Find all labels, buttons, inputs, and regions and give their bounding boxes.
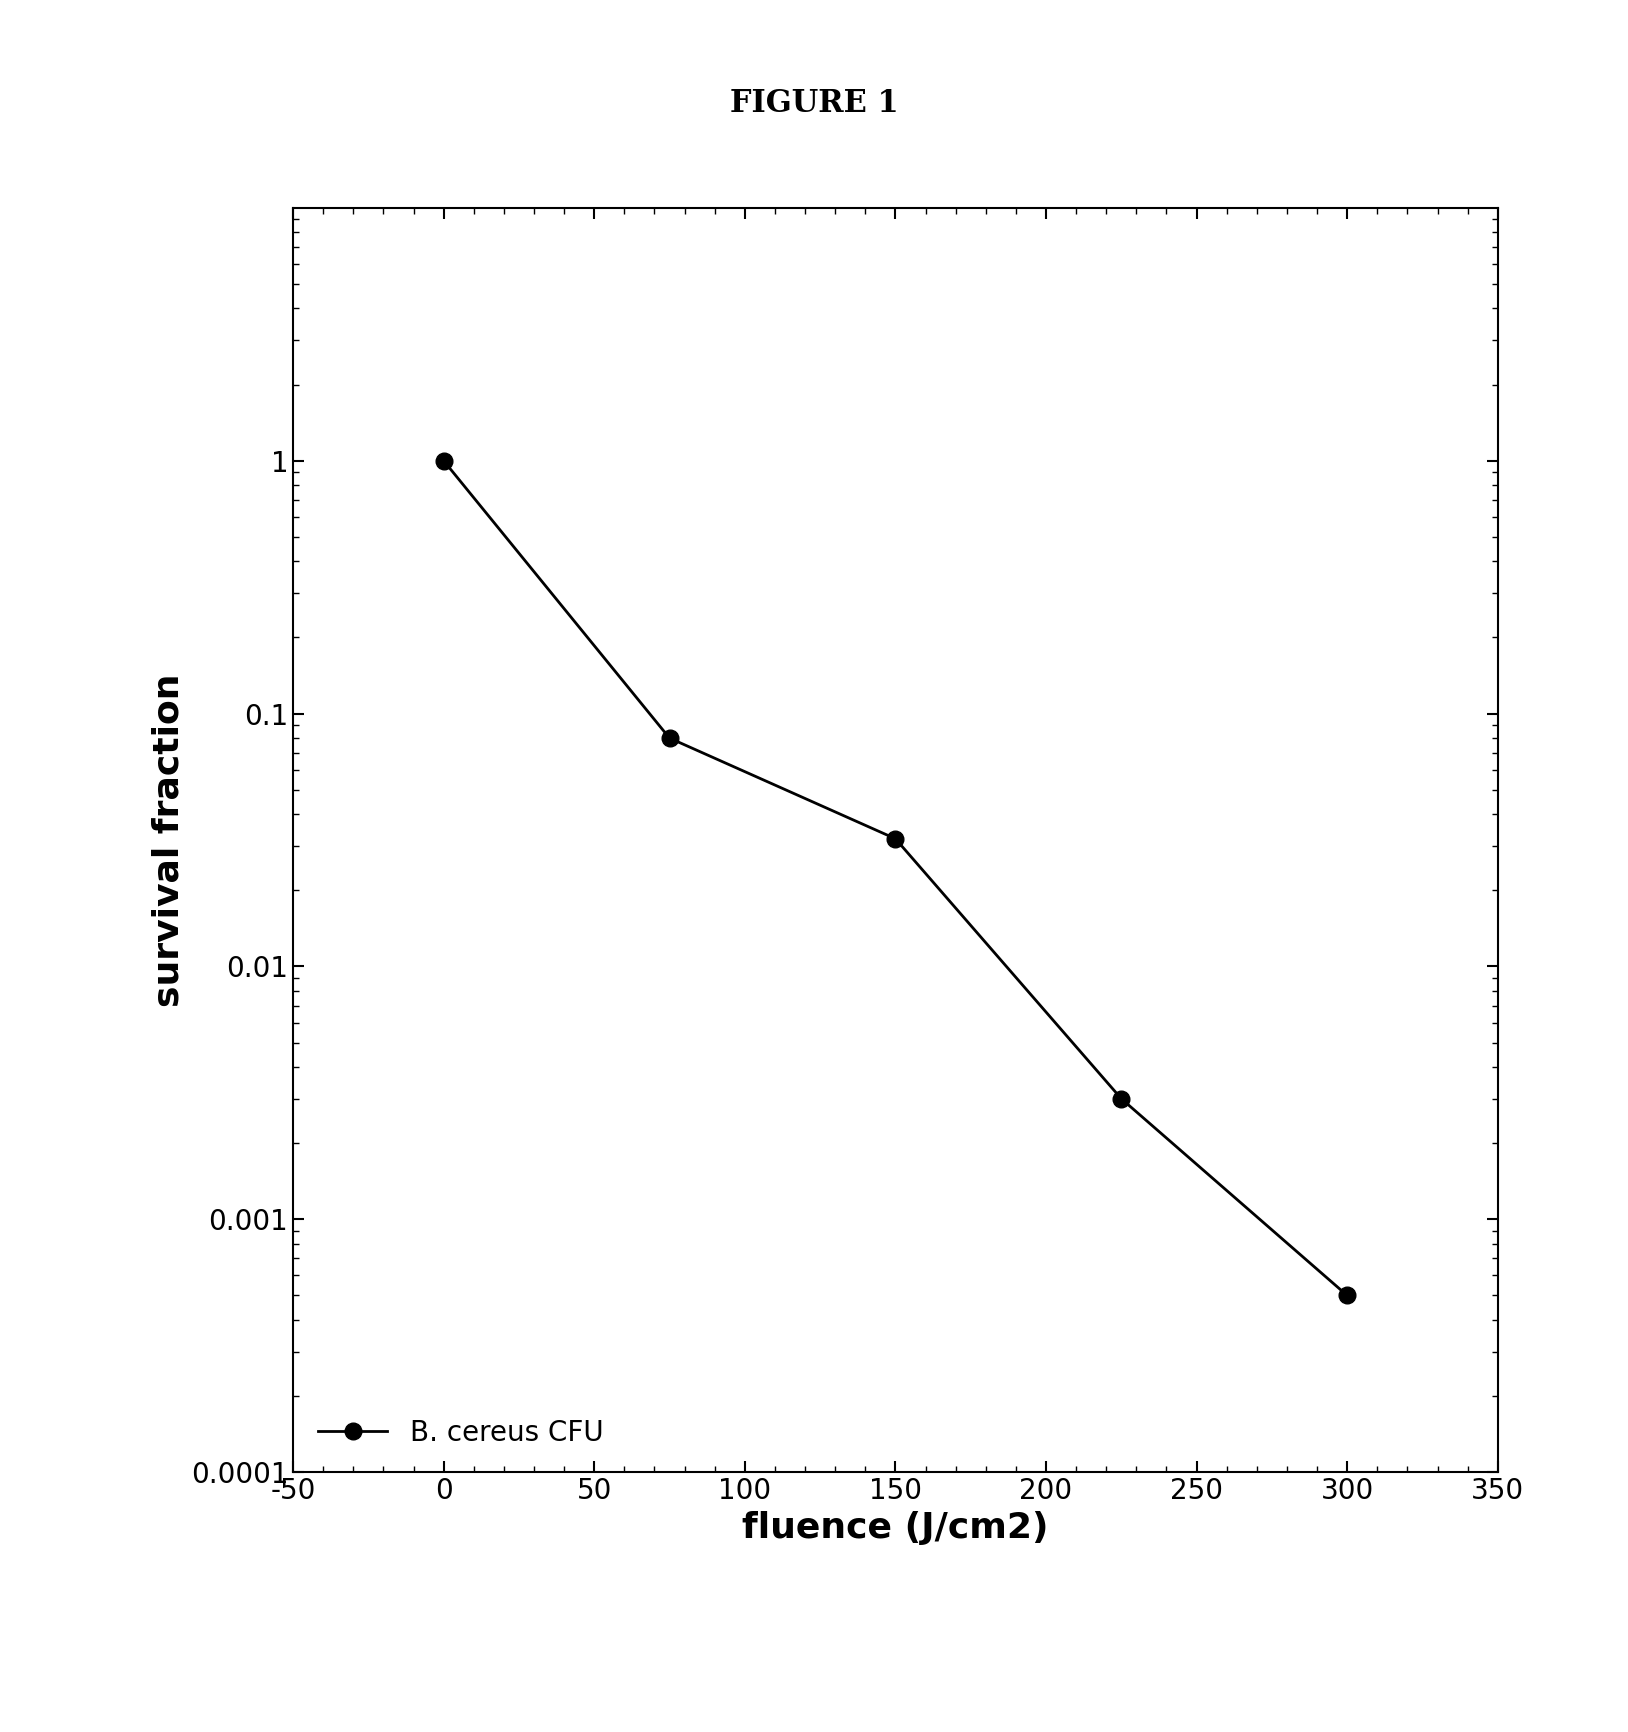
B. cereus CFU — [1338, 1285, 1358, 1306]
Line: B. cereus CFU: B. cereus CFU — [435, 452, 1356, 1304]
B. cereus CFU — [1112, 1088, 1131, 1108]
Text: FIGURE 1: FIGURE 1 — [729, 88, 899, 120]
B. cereus CFU — [659, 727, 679, 748]
B. cereus CFU — [886, 828, 905, 849]
Y-axis label: survival fraction: survival fraction — [151, 674, 186, 1006]
X-axis label: fluence (J/cm2): fluence (J/cm2) — [742, 1510, 1048, 1545]
B. cereus CFU — [433, 450, 453, 471]
Legend: B. cereus CFU: B. cereus CFU — [308, 1408, 614, 1458]
